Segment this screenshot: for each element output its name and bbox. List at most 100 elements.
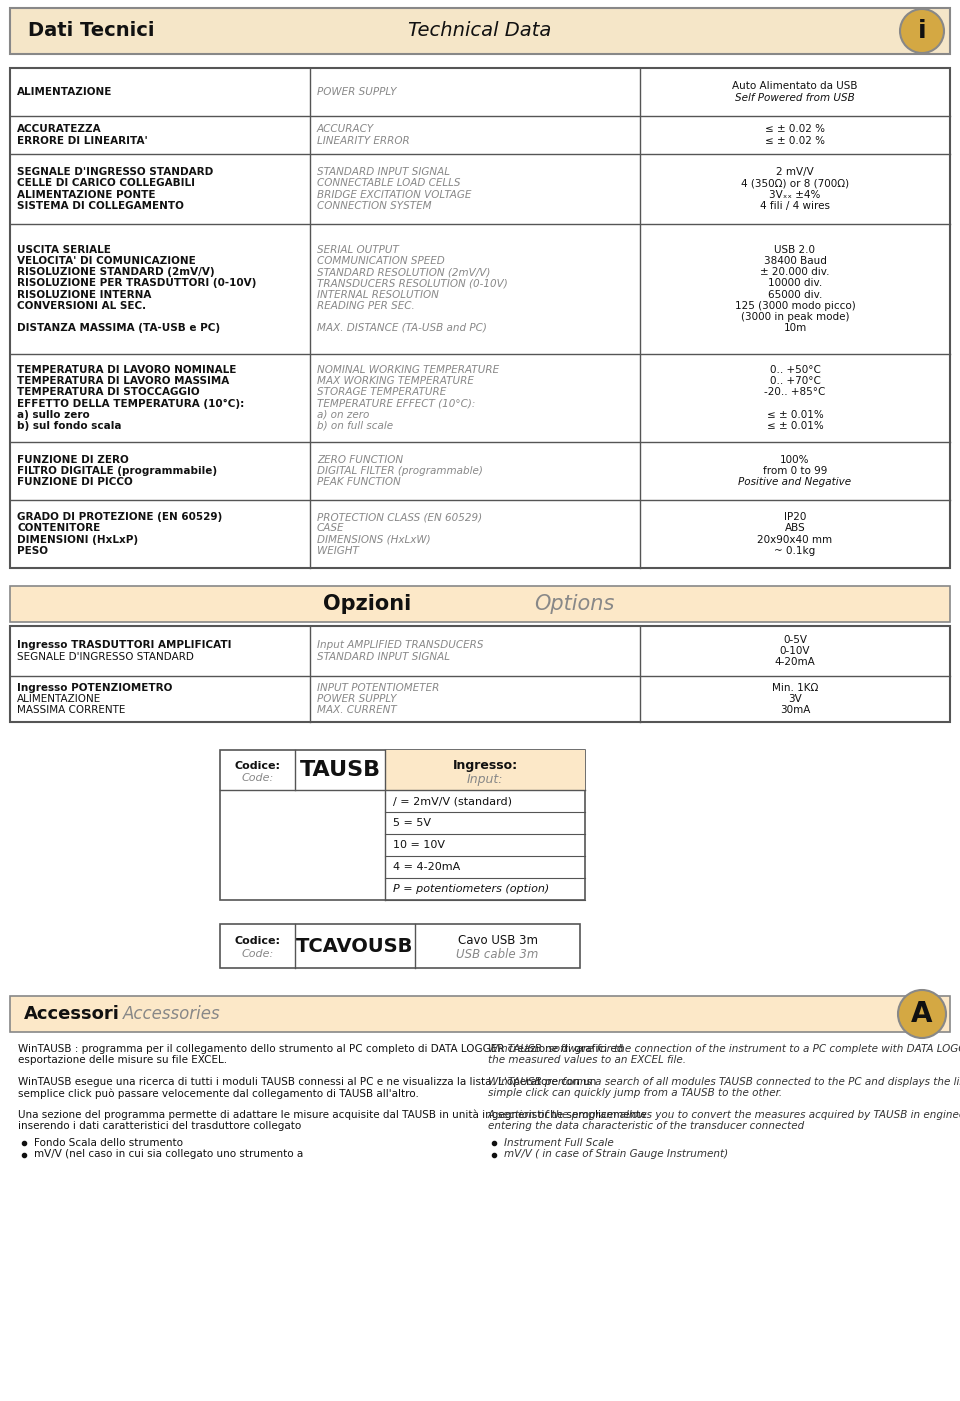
Text: inserendo i dati caratteristici del trasduttore collegato: inserendo i dati caratteristici del tras… [18,1121,301,1131]
Text: 30mA: 30mA [780,705,810,715]
Text: 3V: 3V [788,693,802,703]
Text: 0.. +50°C: 0.. +50°C [770,366,821,375]
Text: Dati Tecnici: Dati Tecnici [28,21,155,41]
Text: USB 2.0: USB 2.0 [775,245,815,255]
Text: GRADO DI PROTEZIONE (EN 60529): GRADO DI PROTEZIONE (EN 60529) [17,513,223,523]
Text: PEAK FUNCTION: PEAK FUNCTION [317,478,400,488]
Text: Code:: Code: [241,948,274,960]
Text: Accessori: Accessori [24,1005,120,1023]
Text: CONNECTABLE LOAD CELLS: CONNECTABLE LOAD CELLS [317,178,461,189]
Text: STORAGE TEMPERATURE: STORAGE TEMPERATURE [317,388,446,398]
Bar [10,8,950,55]
Text: Codice:: Codice: [234,761,280,771]
Text: P = potentiometers (option): P = potentiometers (option) [393,884,549,894]
Text: NOMINAL WORKING TEMPERATURE: NOMINAL WORKING TEMPERATURE [317,366,499,375]
Text: semplice click può passare velocemente dal collegamento di TAUSB all'altro.: semplice click può passare velocemente d… [18,1089,419,1098]
Text: SERIAL OUTPUT: SERIAL OUTPUT [317,245,398,255]
Text: 4 (350Ω) or 8 (700Ω): 4 (350Ω) or 8 (700Ω) [741,178,849,189]
Text: ACCURACY: ACCURACY [317,125,374,134]
Text: INPUT POTENTIOMETER: INPUT POTENTIOMETER [317,682,440,693]
Bar [10,996,950,1033]
Text: WinTAUSB :software for the connection of the instrument to a PC complete with DA: WinTAUSB :software for the connection of… [488,1044,960,1054]
Text: simple click can quickly jump from a TAUSB to the other.: simple click can quickly jump from a TAU… [488,1089,782,1098]
Text: WinTAUSB performs a search of all modules TAUSB connected to the PC and displays: WinTAUSB performs a search of all module… [488,1077,960,1087]
Text: INTERNAL RESOLUTION: INTERNAL RESOLUTION [317,290,439,300]
Text: ZERO FUNCTION: ZERO FUNCTION [317,455,403,465]
Text: ALIMENTAZIONE: ALIMENTAZIONE [17,693,101,703]
Text: Self Powered from USB: Self Powered from USB [735,92,854,102]
Bar [10,626,950,722]
Text: entering the data characteristic of the transducer connected: entering the data characteristic of the … [488,1121,804,1131]
Text: TEMPERATURE EFFECT (10°C):: TEMPERATURE EFFECT (10°C): [317,398,475,409]
Text: ~ 0.1kg: ~ 0.1kg [775,545,816,556]
Text: WinTAUSB esegue una ricerca di tutti i moduli TAUSB connessi al PC e ne visualiz: WinTAUSB esegue una ricerca di tutti i m… [18,1077,596,1087]
Circle shape [900,8,944,53]
Text: 4 fili / 4 wires: 4 fili / 4 wires [760,200,830,210]
Text: MAX. DISTANCE (TA-USB and PC): MAX. DISTANCE (TA-USB and PC) [317,322,487,333]
Text: COMMUNICATION SPEED: COMMUNICATION SPEED [317,256,444,266]
Text: MAX. CURRENT: MAX. CURRENT [317,705,396,715]
Text: LINEARITY ERROR: LINEARITY ERROR [317,136,410,146]
Text: WinTAUSB : programma per il collegamento dello strumento al PC completo di DATA : WinTAUSB : programma per il collegamento… [18,1044,623,1054]
Text: IP20: IP20 [783,513,806,523]
Text: b) on full scale: b) on full scale [317,420,394,430]
Text: ≤ ± 0.01%: ≤ ± 0.01% [767,420,824,430]
Text: Fondo Scala dello strumento: Fondo Scala dello strumento [34,1138,183,1147]
Text: Opzioni: Opzioni [324,594,411,614]
Text: POWER SUPPLY: POWER SUPPLY [317,87,396,97]
Text: CONVERSIONI AL SEC.: CONVERSIONI AL SEC. [17,301,146,311]
Text: 100%: 100% [780,455,809,465]
Text: Code:: Code: [241,773,274,783]
Bar [10,586,950,622]
Text: 10000 div.: 10000 div. [768,279,822,289]
Text: READING PER SEC.: READING PER SEC. [317,301,415,311]
Text: Cavo USB 3m: Cavo USB 3m [458,934,538,947]
Text: MAX WORKING TEMPERATURE: MAX WORKING TEMPERATURE [317,377,474,387]
Text: CASE: CASE [317,524,345,534]
Text: / = 2mV/V (standard): / = 2mV/V (standard) [393,796,512,806]
Text: RISOLUZIONE INTERNA: RISOLUZIONE INTERNA [17,290,152,300]
Text: POWER SUPPLY: POWER SUPPLY [317,693,396,703]
Text: b) sul fondo scala: b) sul fondo scala [17,420,122,430]
Text: SISTEMA DI COLLEGAMENTO: SISTEMA DI COLLEGAMENTO [17,200,184,210]
Text: 20x90x40 mm: 20x90x40 mm [757,535,832,545]
Text: RISOLUZIONE STANDARD (2mV/V): RISOLUZIONE STANDARD (2mV/V) [17,268,215,277]
Text: ± 20.000 div.: ± 20.000 div. [760,268,829,277]
Text: ABS: ABS [784,524,805,534]
Text: Accessories: Accessories [123,1005,221,1023]
Text: FILTRO DIGITALE (programmabile): FILTRO DIGITALE (programmabile) [17,467,217,476]
Text: PESO: PESO [17,545,48,556]
Text: ≤ ± 0.02 %: ≤ ± 0.02 % [765,125,825,134]
Text: mV/V ( in case of Strain Gauge Instrument): mV/V ( in case of Strain Gauge Instrumen… [504,1149,728,1159]
Text: a) sullo zero: a) sullo zero [17,409,89,420]
Text: CONNECTION SYSTEM: CONNECTION SYSTEM [317,200,432,210]
Text: mV/V (nel caso in cui sia collegato uno strumento a: mV/V (nel caso in cui sia collegato uno … [34,1149,303,1159]
Text: ≤ ± 0.02 %: ≤ ± 0.02 % [765,136,825,146]
Text: DIMENSIONI (HxLxP): DIMENSIONI (HxLxP) [17,535,138,545]
Text: TEMPERATURA DI LAVORO NOMINALE: TEMPERATURA DI LAVORO NOMINALE [17,366,236,375]
Text: i: i [918,20,926,43]
Text: USB cable 3m: USB cable 3m [456,948,539,961]
Text: ACCURATEZZA: ACCURATEZZA [17,125,102,134]
Text: ALIMENTAZIONE: ALIMENTAZIONE [17,87,112,97]
Text: Instrument Full Scale: Instrument Full Scale [504,1138,613,1147]
Text: Technical Data: Technical Data [408,21,552,41]
Text: DIMENSIONS (HxLxW): DIMENSIONS (HxLxW) [317,535,431,545]
Bar [385,750,585,790]
Text: Codice:: Codice: [234,936,280,946]
Text: 4 = 4-20mA: 4 = 4-20mA [393,862,460,871]
Text: 2 mV/V: 2 mV/V [776,167,814,178]
Text: DISTANZA MASSIMA (TA-USB e PC): DISTANZA MASSIMA (TA-USB e PC) [17,322,220,333]
Text: 10 = 10V: 10 = 10V [393,841,445,850]
Text: USCITA SERIALE: USCITA SERIALE [17,245,110,255]
Text: Ingresso:: Ingresso: [452,758,517,772]
Text: FUNZIONE DI PICCO: FUNZIONE DI PICCO [17,478,132,488]
Text: the measured values to an EXCEL file.: the measured values to an EXCEL file. [488,1055,686,1065]
Text: SEGNALE D'INGRESSO STANDARD: SEGNALE D'INGRESSO STANDARD [17,651,194,661]
Text: BRIDGE EXCITATION VOLTAGE: BRIDGE EXCITATION VOLTAGE [317,189,471,199]
Text: MASSIMA CORRENTE: MASSIMA CORRENTE [17,705,126,715]
Text: 0-10V: 0-10V [780,646,810,656]
Text: TEMPERATURA DI STOCCAGGIO: TEMPERATURA DI STOCCAGGIO [17,388,200,398]
Text: TEMPERATURA DI LAVORO MASSIMA: TEMPERATURA DI LAVORO MASSIMA [17,377,229,387]
Text: STANDARD INPUT SIGNAL: STANDARD INPUT SIGNAL [317,167,450,178]
